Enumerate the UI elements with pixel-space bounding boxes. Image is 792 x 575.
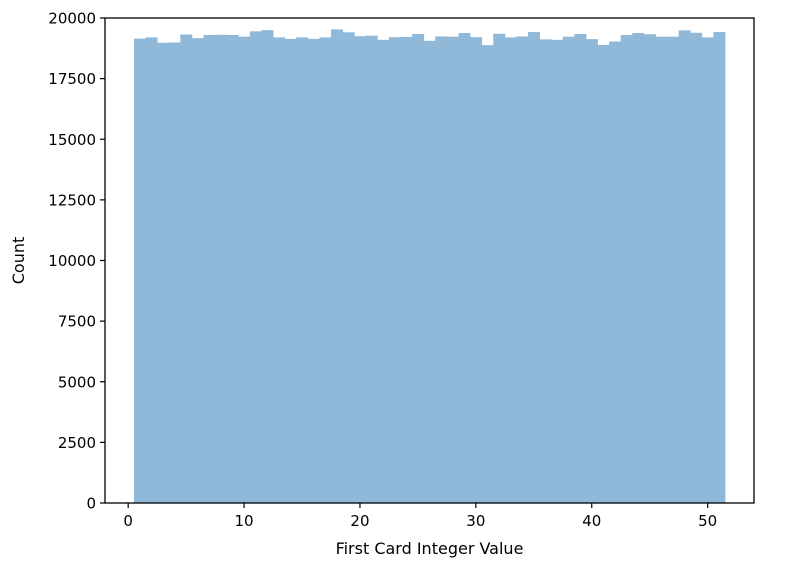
y-tick-label: 5000	[58, 373, 96, 391]
y-tick-label: 7500	[58, 313, 96, 331]
histogram-bar	[562, 36, 575, 504]
y-tick-label: 12500	[48, 191, 96, 209]
histogram-bar	[226, 34, 239, 503]
x-axis-label: First Card Integer Value	[336, 539, 524, 558]
x-tick-label: 30	[466, 512, 485, 530]
y-tick-label: 20000	[48, 10, 96, 28]
x-tick-label: 40	[582, 512, 601, 530]
histogram-bar	[585, 39, 598, 503]
histogram-bar	[493, 33, 506, 503]
histogram-bar	[481, 45, 494, 503]
histogram-bar	[655, 36, 668, 504]
histogram-bar	[249, 31, 262, 504]
histogram-bar	[423, 40, 436, 504]
histogram-bar	[203, 34, 216, 503]
histogram-bar	[273, 37, 286, 504]
x-axis-ticks: 0 10 20 30 40 50	[123, 503, 717, 530]
x-tick-label: 0	[123, 512, 133, 530]
y-axis-ticks: 0 2500 5000 7500 10000 12500 15000 17500 20000	[48, 10, 105, 513]
histogram-bar	[296, 37, 309, 504]
histogram-bar	[319, 37, 332, 504]
y-axis-label: Count	[9, 237, 28, 285]
y-tick-label: 10000	[48, 252, 96, 270]
histogram-bar	[157, 42, 170, 504]
x-tick-label: 20	[350, 512, 369, 530]
histogram-bar	[446, 36, 459, 504]
histogram-bar	[701, 37, 714, 504]
histogram-bar	[713, 32, 726, 504]
histogram-bar	[342, 32, 355, 504]
histogram-bar	[388, 37, 401, 503]
histogram-bar	[238, 36, 251, 504]
histogram-bar	[667, 36, 680, 504]
histogram-bar	[678, 30, 691, 504]
histogram-bar	[307, 38, 320, 504]
y-tick-label: 15000	[48, 131, 96, 149]
histogram-bar	[690, 32, 703, 503]
histogram-bar	[215, 34, 228, 503]
histogram-bar	[458, 33, 471, 503]
histogram-bar	[504, 37, 517, 504]
y-tick-label: 17500	[48, 70, 96, 88]
histogram-bar	[145, 37, 158, 504]
histogram-bar	[435, 36, 448, 504]
histogram-bar	[284, 38, 297, 504]
histogram-bar	[365, 35, 378, 503]
histogram-bar	[539, 39, 552, 504]
histogram-bar	[470, 37, 483, 503]
histogram-bar	[412, 34, 425, 503]
histogram-bar	[528, 32, 540, 504]
x-tick-label: 10	[235, 512, 254, 530]
histogram-bar	[377, 39, 390, 503]
histogram-bar	[354, 36, 367, 503]
histogram-bar	[180, 34, 193, 504]
y-tick-label: 2500	[58, 434, 96, 452]
histogram-bar	[168, 42, 181, 504]
histogram-bar	[400, 36, 413, 504]
histogram-bar	[551, 39, 564, 503]
y-tick-label: 0	[86, 495, 96, 513]
histogram-bar	[133, 38, 146, 504]
histogram-bar	[330, 29, 343, 504]
histogram-bar	[632, 33, 645, 503]
histogram-bar	[597, 44, 610, 504]
histogram-bar	[574, 34, 587, 503]
plot-frame	[104, 17, 755, 504]
histogram-bar	[609, 41, 622, 504]
histogram-bar	[261, 30, 274, 504]
histogram-bar	[516, 36, 529, 504]
histogram-bar	[620, 34, 633, 503]
histogram-bar	[643, 34, 656, 503]
histogram-bar	[191, 38, 204, 503]
bars-layer	[133, 29, 726, 504]
x-tick-label: 50	[698, 512, 717, 530]
